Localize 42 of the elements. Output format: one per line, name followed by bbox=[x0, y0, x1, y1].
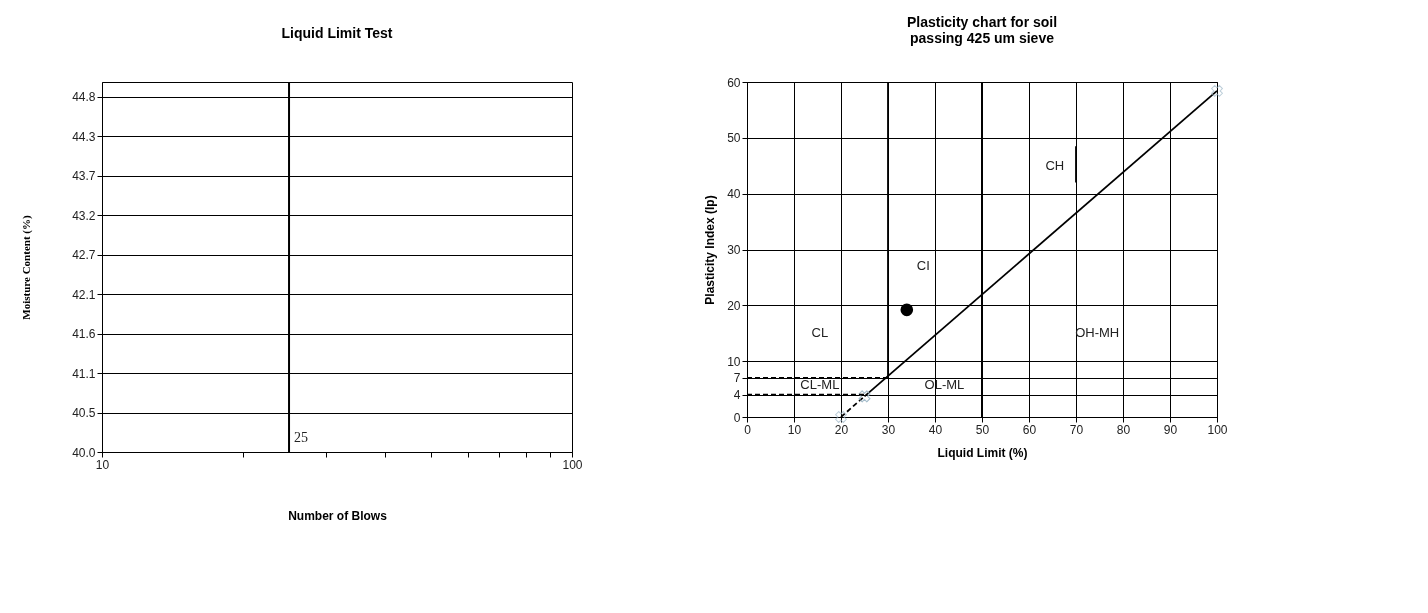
x-tick-label: 60 bbox=[1022, 422, 1037, 437]
x-tick-label: 70 bbox=[1069, 422, 1084, 437]
y-tick-label: 44.3 bbox=[72, 129, 96, 144]
x-tick-label: 0 bbox=[744, 422, 752, 437]
annotation: CL bbox=[811, 325, 829, 341]
x-tick-label: 90 bbox=[1163, 422, 1178, 437]
y-tick-label: 50 bbox=[727, 131, 741, 146]
chart-title: Liquid Limit Test bbox=[281, 25, 393, 41]
x-tick-label: 20 bbox=[834, 422, 849, 437]
y-tick-label: 60 bbox=[727, 75, 741, 90]
x-tick-label: 30 bbox=[881, 422, 896, 437]
x-axis-title: Liquid Limit (%) bbox=[937, 445, 1028, 460]
x-tick-label: 50 bbox=[975, 422, 990, 437]
chart-title: Plasticity chart for soil passing 425 um sieve bbox=[906, 14, 1058, 46]
y-tick-label: 30 bbox=[727, 243, 741, 257]
ref-line-label: 25 bbox=[294, 430, 309, 445]
y-tick-label: 42.7 bbox=[72, 248, 96, 263]
y-tick-label: 41.1 bbox=[72, 366, 96, 381]
y-tick-label: 43.2 bbox=[72, 208, 96, 223]
y-tick-label: 0 bbox=[733, 410, 741, 425]
annotation: CI bbox=[916, 258, 930, 274]
x-tick-label: 100 bbox=[1207, 422, 1228, 437]
annotation: CH bbox=[1045, 157, 1065, 173]
x-tick-label: 10 bbox=[787, 422, 802, 437]
y-tick-label: 20 bbox=[727, 298, 741, 313]
annotation: CL-ML bbox=[800, 377, 840, 393]
y-tick-label: 4 bbox=[733, 388, 741, 403]
y-axis-title: Moisture Content (%) bbox=[20, 215, 34, 320]
y-tick-label: 40.0 bbox=[72, 445, 96, 460]
x-tick-label: 100 bbox=[562, 457, 583, 472]
y-tick-label: 10 bbox=[727, 354, 741, 369]
y-tick-label: 43.7 bbox=[72, 169, 96, 184]
x-tick-label: 40 bbox=[928, 422, 943, 437]
x-tick-label: 80 bbox=[1116, 422, 1131, 437]
x-axis-title: Number of Blows bbox=[288, 508, 388, 523]
y-tick-label: 41.6 bbox=[72, 327, 96, 342]
y-axis-title: Plasticity Index (Ip) bbox=[703, 195, 718, 305]
y-tick-label: 7 bbox=[733, 371, 741, 386]
y-tick-label: 42.1 bbox=[72, 287, 96, 302]
y-tick-label: 40 bbox=[727, 187, 741, 202]
y-tick-label: 40.5 bbox=[72, 406, 96, 421]
y-tick-label: 44.8 bbox=[72, 90, 96, 105]
